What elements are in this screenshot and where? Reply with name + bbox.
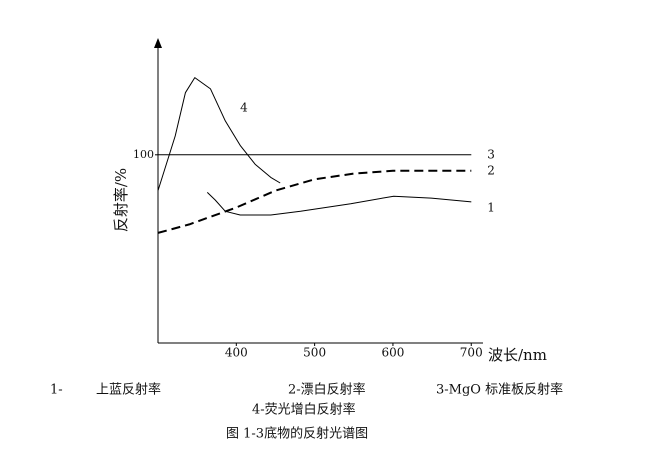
series-label: 3	[487, 147, 495, 161]
caption: 图 1-3底物的反射光谱图	[226, 426, 368, 442]
series-label: 1	[487, 200, 495, 214]
x-tick-label: 700	[460, 346, 483, 360]
note: 1-	[50, 383, 63, 398]
y-tick-label: 100	[133, 148, 154, 161]
series-label: 4	[240, 101, 248, 115]
note: 4-荧光增白反射率	[252, 402, 356, 418]
note: 上蓝反射率	[96, 382, 161, 398]
series-line	[206, 192, 472, 216]
x-tick-label: 600	[381, 346, 404, 360]
y-axis-label: 反射率/%	[112, 168, 130, 232]
series-line	[157, 169, 472, 234]
y-axis-arrow	[154, 38, 162, 48]
note: 3-MgO 标准板反射率	[436, 382, 563, 398]
x-tick-label: 400	[225, 346, 248, 360]
series-line	[157, 77, 281, 191]
note: 2-漂白反射率	[288, 382, 366, 398]
series-label: 2	[487, 163, 495, 177]
x-tick-label: 500	[303, 346, 326, 360]
x-axis-label: 波长/nm	[488, 346, 547, 364]
